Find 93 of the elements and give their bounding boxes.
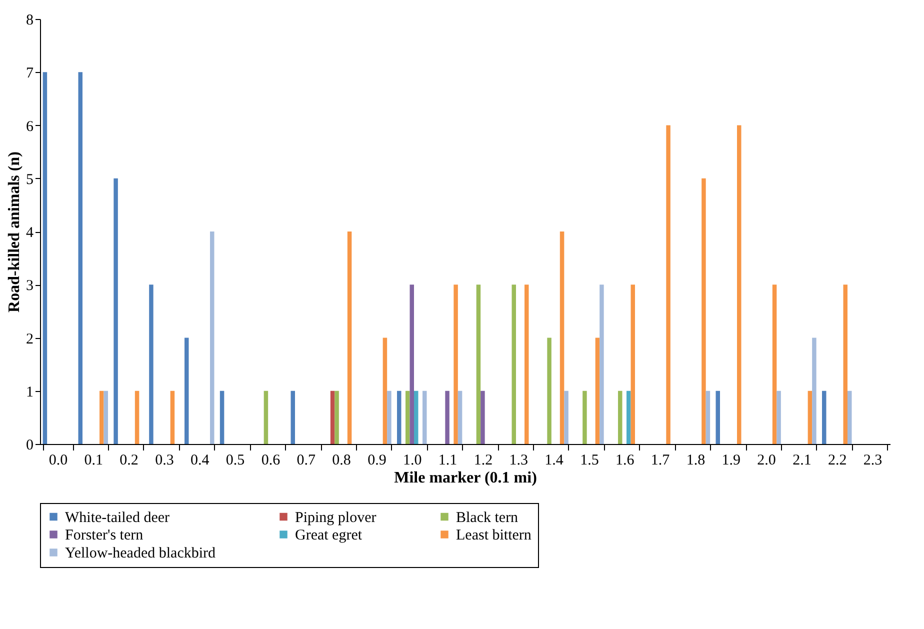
bar: [387, 390, 392, 444]
y-tick-label: 4: [26, 225, 34, 241]
legend-label: Yellow-headed blackbird: [65, 546, 216, 562]
x-tick-label: 0.5: [226, 452, 245, 468]
bar: [210, 232, 214, 444]
bar: [560, 232, 564, 444]
y-tick-label: 8: [26, 12, 34, 28]
bar: [170, 390, 175, 444]
x-tick-label: 2.3: [863, 452, 882, 468]
y-tick-label: 5: [26, 172, 34, 188]
bar: [149, 284, 154, 444]
bar: [184, 338, 189, 444]
bar: [618, 390, 622, 444]
bar: [547, 338, 552, 444]
x-tick-label: 0.9: [368, 452, 386, 468]
x-tick-label: 1.3: [509, 452, 528, 468]
bar: [78, 72, 82, 444]
bar: [406, 390, 410, 444]
x-tick-label: 1.2: [474, 452, 493, 468]
y-tick-label: 3: [26, 278, 34, 294]
legend-label: Black tern: [456, 510, 519, 526]
legend-label: Piping plover: [295, 510, 376, 526]
bar: [595, 338, 600, 444]
y-tick-label: 7: [26, 66, 34, 82]
bar: [630, 284, 635, 444]
bar: [716, 390, 720, 444]
bar: [524, 284, 529, 444]
bar: [422, 390, 427, 444]
bar: [454, 284, 458, 444]
bar: [410, 284, 414, 444]
bar: [104, 390, 108, 444]
bar: [414, 390, 418, 444]
y-tick-label: 6: [26, 118, 34, 135]
bar: [776, 390, 781, 444]
bar: [347, 232, 352, 444]
bar: [334, 390, 339, 444]
bar: [290, 390, 295, 444]
x-axis-title: Mile marker (0.1 mi): [394, 470, 537, 486]
legend-label: Great egret: [295, 528, 363, 544]
x-tick-label: 1.8: [686, 452, 706, 468]
y-tick-label: 0: [26, 438, 34, 454]
bar: [843, 284, 848, 444]
x-tick-label: 1.7: [650, 452, 670, 468]
x-tick-label: 1.4: [544, 452, 564, 468]
bar: [600, 284, 604, 444]
bar: [42, 72, 48, 444]
bar: [382, 338, 388, 444]
x-tick-label: 2.0: [757, 452, 776, 468]
bar: [848, 390, 852, 444]
x-tick-label: 1.6: [616, 452, 635, 468]
bar: [772, 284, 777, 444]
bar: [666, 125, 670, 444]
x-tick-label: 0.3: [155, 452, 174, 468]
y-axis-title: Road-killed animals (n): [6, 152, 23, 312]
x-tick-label: 0.2: [120, 452, 138, 468]
bar: [702, 178, 706, 444]
legend-label: Least bittern: [456, 528, 532, 544]
x-tick-label: 1.5: [580, 452, 599, 468]
x-tick-label: 1.9: [722, 452, 740, 468]
bar: [822, 390, 826, 444]
x-tick-label: 0.0: [48, 452, 68, 468]
bar: [626, 390, 631, 444]
x-tick-label: 0.8: [332, 452, 351, 468]
x-tick-label: 1.0: [403, 452, 422, 468]
x-tick-label: 2.1: [792, 452, 812, 468]
bar: [134, 390, 140, 444]
bar: [737, 125, 742, 444]
bar: [220, 390, 224, 444]
bar: [812, 338, 816, 444]
x-tick-label: 0.7: [296, 452, 316, 468]
y-tick-label: 2: [26, 331, 34, 348]
bar: [706, 390, 710, 444]
x-tick-label: 1.1: [438, 452, 458, 468]
bar: [808, 390, 812, 444]
bar: [564, 390, 568, 444]
bar: [114, 178, 118, 444]
legend-label: Forster's tern: [65, 528, 144, 544]
x-tick-label: 0.4: [190, 452, 210, 468]
bar: [330, 390, 335, 444]
bar: [480, 390, 485, 444]
bar: [582, 390, 587, 444]
bar: [476, 284, 481, 444]
x-tick-label: 2.2: [828, 452, 847, 468]
x-tick-label: 0.6: [261, 452, 281, 468]
bar: [458, 390, 462, 444]
bar: [397, 390, 402, 444]
x-tick-label: 0.1: [84, 452, 103, 468]
bar: [512, 284, 516, 444]
bar: [264, 390, 268, 444]
bar: [445, 390, 450, 444]
legend-label: White-tailed deer: [65, 510, 170, 526]
bar: [100, 390, 104, 444]
y-tick-label: 1: [26, 384, 34, 400]
